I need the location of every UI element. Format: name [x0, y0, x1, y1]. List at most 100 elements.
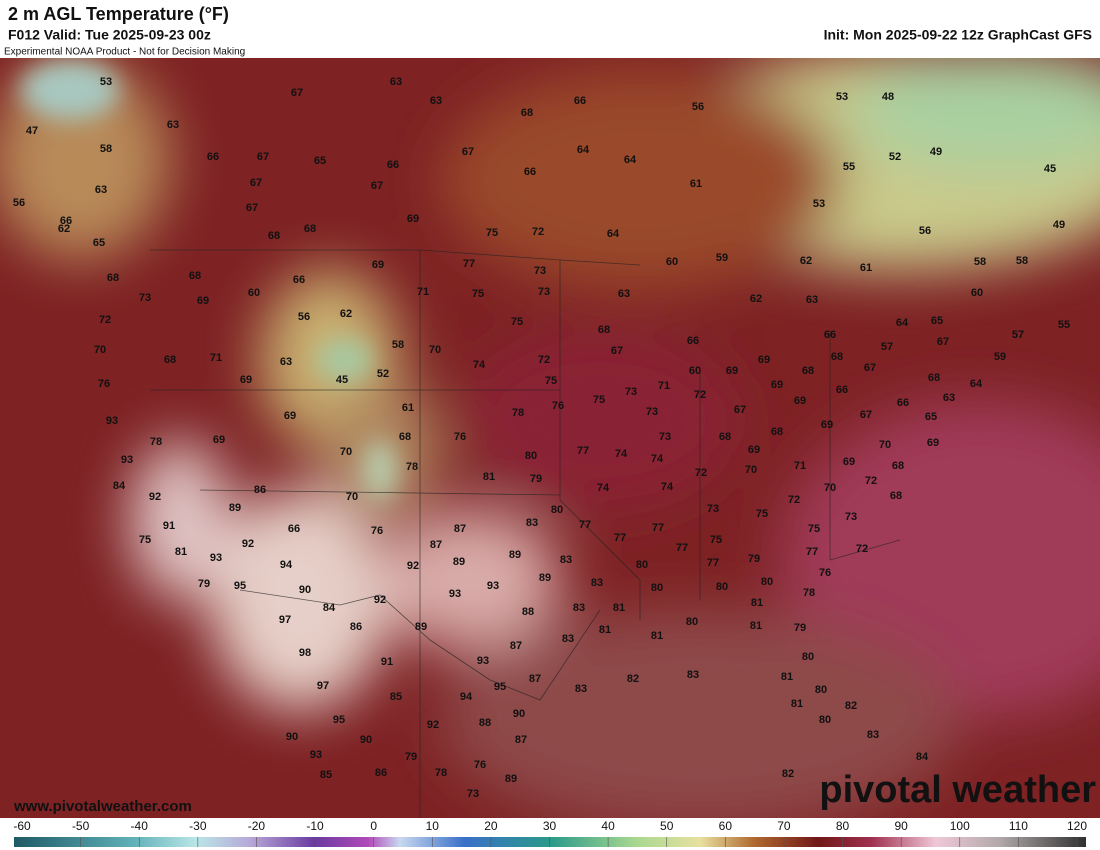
temperature-label: 88 — [522, 606, 534, 618]
temperature-label: 93 — [449, 588, 461, 600]
temperature-label: 73 — [538, 286, 550, 298]
colorbar-tick-label: 30 — [543, 819, 557, 833]
temperature-label: 67 — [937, 336, 949, 348]
temperature-label: 69 — [284, 410, 296, 422]
temperature-label: 89 — [229, 502, 241, 514]
temperature-label: 67 — [864, 362, 876, 374]
temperature-label: 66 — [60, 215, 72, 227]
temperature-label: 90 — [360, 734, 372, 746]
temperature-label: 92 — [427, 719, 439, 731]
colorbar-tick-label: 110 — [1009, 819, 1028, 833]
temperature-label: 68 — [521, 107, 533, 119]
temperature-label: 70 — [879, 439, 891, 451]
temperature-label: 61 — [402, 402, 414, 414]
temperature-label: 92 — [407, 560, 419, 572]
temperature-label: 77 — [463, 258, 475, 270]
temperature-label: 62 — [340, 308, 352, 320]
temperature-label: 80 — [651, 582, 663, 594]
temperature-label: 81 — [791, 698, 803, 710]
temperature-label: 70 — [429, 344, 441, 356]
temperature-label: 78 — [435, 767, 447, 779]
temperature-label: 78 — [150, 436, 162, 448]
temperature-label: 71 — [794, 460, 806, 472]
temperature-label: 92 — [242, 538, 254, 550]
temperature-label: 48 — [882, 91, 894, 103]
colorbar-tick-label: 120 — [1067, 819, 1087, 833]
temperature-label: 80 — [686, 616, 698, 628]
temperature-label: 49 — [930, 146, 942, 158]
temperature-label: 77 — [806, 546, 818, 558]
temperature-label: 77 — [614, 532, 626, 544]
temperature-label: 92 — [149, 491, 161, 503]
temperature-label: 52 — [377, 368, 389, 380]
watermark: pivotal weather — [819, 769, 1096, 811]
temperature-label: 47 — [26, 125, 38, 137]
temperature-label: 89 — [453, 556, 465, 568]
temperature-label: 62 — [800, 255, 812, 267]
temperature-label: 64 — [577, 144, 590, 156]
temperature-label: 69 — [771, 379, 783, 391]
temperature-label: 63 — [280, 356, 292, 368]
temperature-label: 90 — [299, 584, 311, 596]
site-url: www.pivotalweather.com — [13, 798, 192, 815]
disclaimer: Experimental NOAA Product - Not for Deci… — [4, 47, 245, 58]
temperature-label: 74 — [615, 448, 628, 460]
temperature-label: 74 — [651, 453, 664, 465]
temperature-label: 70 — [340, 446, 352, 458]
map — [0, 50, 1100, 830]
temperature-label: 83 — [562, 633, 574, 645]
temperature-label: 66 — [387, 159, 399, 171]
temperature-label: 67 — [371, 180, 383, 192]
colorbar-tick-label: -50 — [72, 819, 90, 833]
temperature-label: 89 — [539, 572, 551, 584]
temperature-label: 91 — [381, 656, 393, 668]
temperature-label: 74 — [597, 482, 610, 494]
temperature-label: 52 — [889, 151, 901, 163]
temperature-label: 93 — [106, 415, 118, 427]
temperature-label: 77 — [577, 445, 589, 457]
temperature-label: 64 — [607, 228, 620, 240]
colorbar-tick-label: 40 — [601, 819, 615, 833]
temperature-label: 58 — [392, 339, 404, 351]
temperature-label: 86 — [254, 484, 266, 496]
temperature-label: 61 — [860, 262, 872, 274]
temperature-label: 76 — [371, 525, 383, 537]
temperature-label: 68 — [399, 431, 411, 443]
temperature-label: 68 — [268, 230, 280, 242]
temperature-label: 67 — [734, 404, 746, 416]
temperature-label: 80 — [525, 450, 537, 462]
temperature-label: 68 — [831, 351, 843, 363]
temperature-label: 72 — [538, 354, 550, 366]
colorbar-tick-label: 70 — [777, 819, 791, 833]
temperature-label: 68 — [719, 431, 731, 443]
temperature-label: 86 — [375, 767, 387, 779]
temperature-label: 63 — [943, 392, 955, 404]
temperature-label: 95 — [333, 714, 345, 726]
temperature-label: 69 — [794, 395, 806, 407]
temperature-label: 89 — [415, 621, 427, 633]
temperature-label: 84 — [113, 480, 126, 492]
temperature-label: 79 — [794, 622, 806, 634]
temperature-label: 80 — [761, 576, 773, 588]
temperature-label: 67 — [250, 177, 262, 189]
temperature-label: 81 — [750, 620, 762, 632]
temperature-label: 68 — [771, 426, 783, 438]
temperature-label: 64 — [970, 378, 983, 390]
temperature-label: 69 — [407, 213, 419, 225]
temperature-label: 66 — [207, 151, 219, 163]
temperature-label: 58 — [1016, 255, 1028, 267]
temperature-label: 80 — [802, 651, 814, 663]
temperature-label: 56 — [298, 311, 310, 323]
temperature-label: 63 — [430, 95, 442, 107]
temperature-label: 57 — [1012, 329, 1024, 341]
temperature-label: 82 — [627, 673, 639, 685]
temperature-label: 73 — [625, 386, 637, 398]
temperature-label: 72 — [865, 475, 877, 487]
temperature-label: 45 — [1044, 163, 1056, 175]
temperature-label: 74 — [473, 359, 486, 371]
temperature-label: 94 — [280, 559, 293, 571]
temperature-label: 95 — [234, 580, 246, 592]
temperature-label: 80 — [551, 504, 563, 516]
temperature-label: 65 — [931, 315, 943, 327]
temperature-label: 56 — [692, 101, 704, 113]
